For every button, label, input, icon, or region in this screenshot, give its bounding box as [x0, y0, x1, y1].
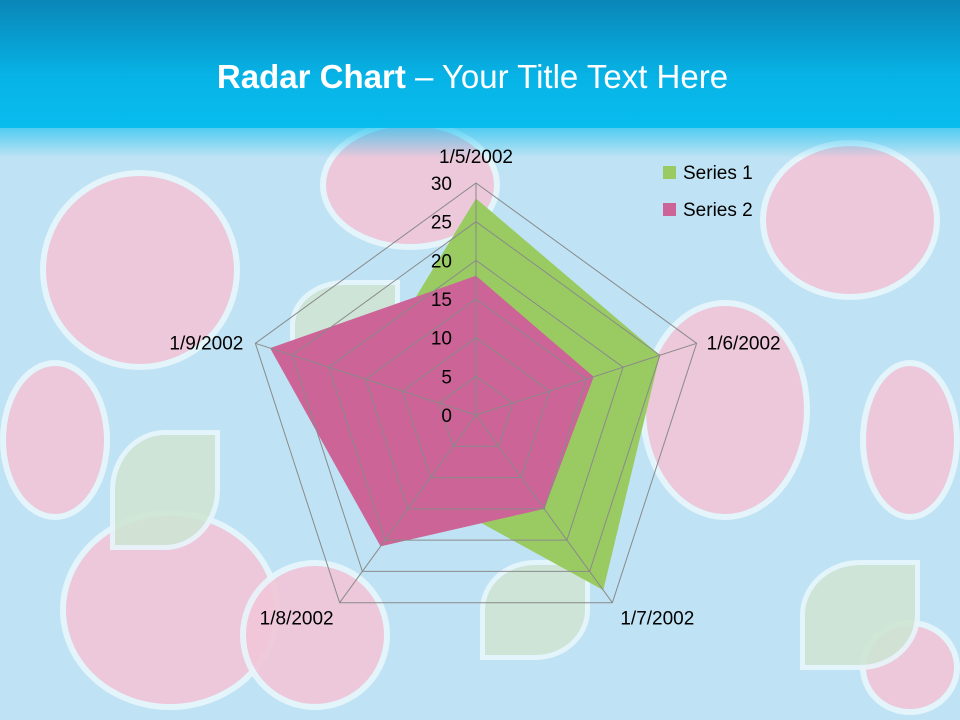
tick-label: 0: [441, 406, 452, 427]
flower-decoration: [860, 360, 960, 520]
leaf-decoration: [800, 560, 920, 670]
title-bar-fade: [0, 128, 960, 158]
slide-title: Radar Chart – Your Title Text Here: [216, 58, 729, 95]
legend-label: Series 1: [683, 163, 753, 184]
grid-ring: [401, 337, 551, 479]
grid-ring: [438, 375, 514, 447]
category-label: 1/8/2002: [260, 609, 334, 630]
grid-ring: [365, 298, 587, 510]
flower-decoration: [240, 560, 390, 710]
leaf-decoration: [110, 430, 220, 550]
tick-label: 15: [431, 290, 452, 311]
series-area-2: [270, 275, 594, 547]
tick-label: 25: [431, 213, 452, 234]
spoke: [475, 414, 613, 603]
legend-swatch: [663, 166, 676, 179]
grid-ring: [291, 221, 661, 572]
category-label: 1/7/2002: [620, 609, 694, 630]
spoke: [475, 342, 697, 416]
title-bar: [0, 0, 960, 128]
tick-label: 20: [431, 251, 452, 272]
legend-swatch: [663, 203, 676, 216]
flower-decoration: [40, 170, 240, 370]
tick-label: 10: [431, 329, 452, 350]
legend-label: Series 2: [683, 200, 753, 221]
spoke: [255, 342, 477, 416]
grid-ring: [328, 259, 624, 541]
category-label: 1/5/2002: [439, 147, 513, 168]
tick-label: 5: [441, 367, 452, 388]
tick-label: 30: [431, 174, 452, 195]
category-label: 1/6/2002: [707, 333, 781, 354]
leaf-decoration: [480, 560, 590, 660]
flower-decoration: [0, 360, 110, 520]
grid-ring: [254, 182, 698, 604]
category-label: 1/9/2002: [169, 333, 243, 354]
spoke: [339, 414, 477, 603]
